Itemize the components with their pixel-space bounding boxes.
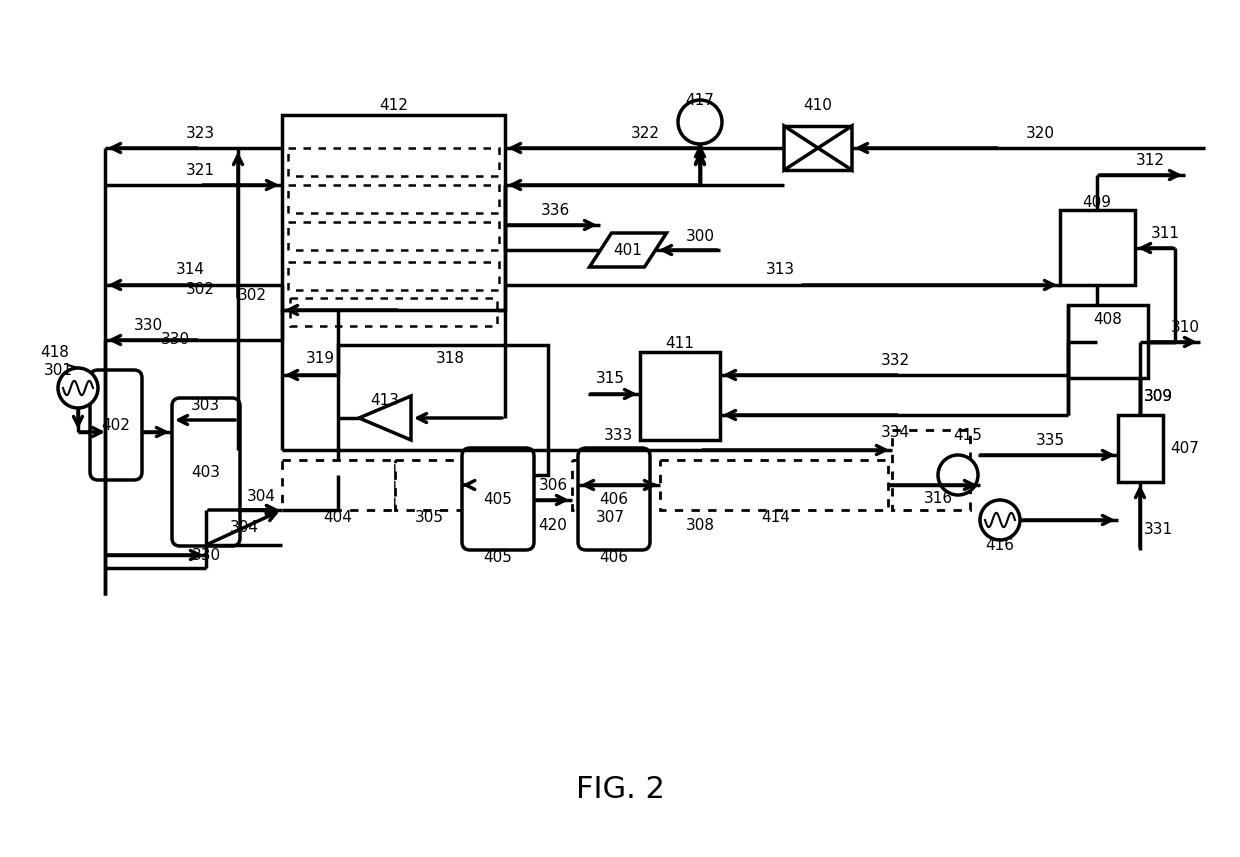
Bar (288, 148, 498, 176)
Text: 307: 307 (595, 511, 625, 525)
Circle shape (58, 368, 98, 408)
Text: 407: 407 (1171, 440, 1199, 456)
Text: 417: 417 (686, 93, 714, 107)
Text: 404: 404 (324, 511, 352, 525)
Text: 420: 420 (538, 518, 568, 532)
Text: 320: 320 (1025, 125, 1054, 141)
Text: 311: 311 (1151, 225, 1179, 241)
Circle shape (678, 100, 722, 144)
Text: 416: 416 (986, 537, 1014, 553)
Text: 410: 410 (804, 98, 832, 112)
Bar (892, 430, 970, 510)
Text: 305: 305 (414, 511, 444, 525)
Text: 309: 309 (1143, 388, 1173, 404)
Text: 333: 333 (604, 428, 632, 442)
Polygon shape (784, 126, 818, 170)
Circle shape (937, 455, 978, 495)
Text: 336: 336 (541, 202, 569, 218)
Text: 303: 303 (191, 398, 219, 412)
Text: 318: 318 (435, 351, 465, 365)
Bar (339, 345, 548, 475)
Text: 312: 312 (1136, 153, 1164, 167)
Text: 402: 402 (102, 417, 130, 433)
Bar (1068, 305, 1148, 378)
Circle shape (980, 500, 1021, 540)
Bar (290, 298, 497, 326)
FancyBboxPatch shape (91, 370, 143, 480)
Bar (640, 352, 720, 440)
Text: 301: 301 (43, 363, 72, 377)
Text: 322: 322 (630, 125, 660, 141)
Text: 304: 304 (247, 488, 275, 504)
Text: 316: 316 (924, 490, 952, 506)
Text: 406: 406 (599, 550, 629, 566)
Text: 406: 406 (599, 492, 629, 506)
Text: 334: 334 (880, 424, 910, 440)
Text: 309: 309 (1143, 388, 1173, 404)
Bar (281, 115, 505, 310)
Text: 321: 321 (186, 163, 215, 177)
Text: 331: 331 (1143, 523, 1173, 537)
Text: 315: 315 (595, 370, 625, 386)
Text: 319: 319 (305, 351, 335, 365)
FancyBboxPatch shape (578, 448, 650, 550)
Text: 313: 313 (765, 262, 795, 278)
Text: 302: 302 (238, 287, 267, 303)
Text: 414: 414 (761, 511, 790, 525)
Bar (288, 262, 498, 290)
Text: 332: 332 (880, 352, 910, 368)
Text: 330: 330 (160, 333, 190, 347)
Text: 418: 418 (41, 345, 69, 359)
Bar (572, 460, 649, 510)
Text: FIG. 2: FIG. 2 (575, 776, 665, 805)
Text: 304: 304 (229, 520, 258, 536)
Text: 411: 411 (666, 337, 694, 351)
Text: 413: 413 (371, 393, 399, 407)
Text: 308: 308 (686, 518, 714, 532)
Bar (660, 460, 888, 510)
Text: 409: 409 (1083, 195, 1111, 209)
Text: 314: 314 (176, 262, 205, 278)
Text: 415: 415 (954, 428, 982, 442)
Text: 401: 401 (614, 243, 642, 257)
Text: 306: 306 (538, 477, 568, 493)
Bar (1060, 210, 1135, 285)
Bar (396, 460, 463, 510)
Text: 405: 405 (484, 492, 512, 506)
Text: 330: 330 (134, 317, 162, 333)
FancyBboxPatch shape (172, 398, 241, 546)
Text: 300: 300 (686, 229, 714, 243)
Bar (1118, 415, 1163, 482)
Polygon shape (818, 126, 852, 170)
Bar (288, 185, 498, 213)
Text: 323: 323 (186, 125, 215, 141)
Text: 335: 335 (1035, 433, 1065, 447)
Text: 412: 412 (379, 98, 408, 112)
Text: 310: 310 (1171, 320, 1199, 334)
Text: 408: 408 (1094, 313, 1122, 327)
Text: 403: 403 (191, 464, 221, 480)
Text: 302: 302 (186, 283, 215, 297)
FancyBboxPatch shape (463, 448, 534, 550)
Bar (281, 460, 396, 510)
Text: 405: 405 (484, 550, 512, 566)
Text: 330: 330 (191, 548, 221, 562)
Bar (288, 222, 498, 250)
